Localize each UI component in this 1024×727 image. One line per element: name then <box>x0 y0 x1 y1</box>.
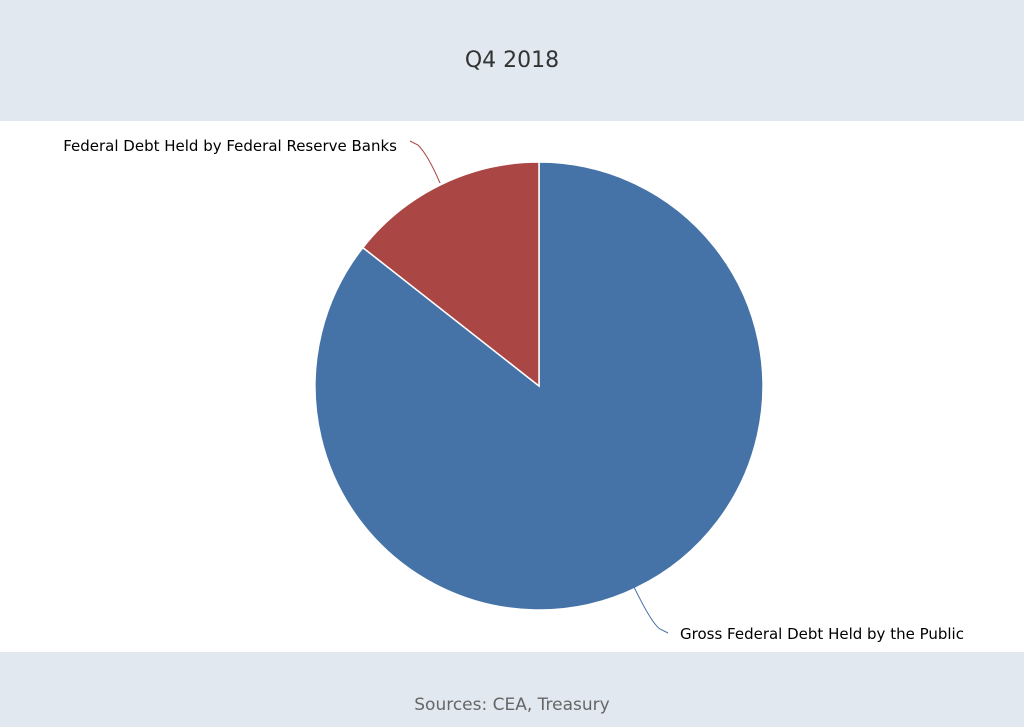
data-label-connector-0 <box>633 586 669 634</box>
source-note: Sources: CEA, Treasury <box>414 694 610 715</box>
pie-chart: Gross Federal Debt Held by the Public Fed… <box>63 137 964 643</box>
data-label-0: Gross Federal Debt Held by the Public <box>680 625 964 643</box>
pie-slice-0[interactable] <box>314 161 764 611</box>
data-label-1: Federal Debt Held by Federal Reserve Ban… <box>63 137 397 155</box>
data-label-connector-1 <box>409 140 441 184</box>
plot-area: Gross Federal Debt Held by the Public Fed… <box>0 121 1024 652</box>
chart-footer: Sources: CEA, Treasury <box>0 652 1024 727</box>
pie-slice-1[interactable] <box>361 161 540 388</box>
chart-header: Q4 2018 <box>0 0 1024 121</box>
chart-title: Q4 2018 <box>464 48 560 73</box>
